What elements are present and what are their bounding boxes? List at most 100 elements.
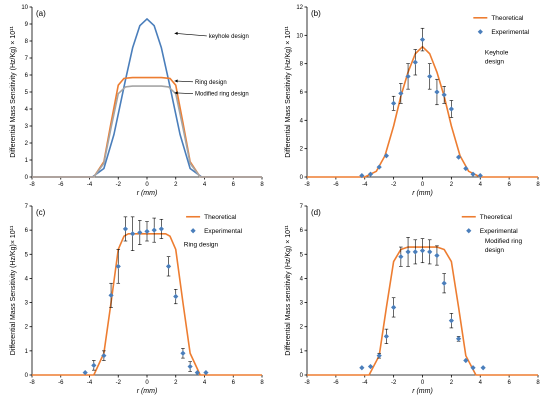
data-point — [130, 231, 136, 237]
y-tick-label: 0 — [300, 175, 304, 181]
x-axis-title: r (mm) — [412, 190, 433, 197]
x-tick-label: 4 — [479, 380, 483, 386]
x-tick-label: -2 — [116, 380, 122, 386]
data-point — [173, 293, 179, 300]
data-point — [448, 106, 454, 112]
data-point — [137, 229, 143, 236]
data-point — [383, 153, 390, 159]
y-tick-label: 2 — [25, 325, 29, 331]
chart-panel-3: -8 -6 -4 -2 0 2 4 6 8 0 1 2 3 4 5 6 7 r (mm) Differential … — [10, 204, 264, 395]
data-point — [441, 280, 447, 286]
data-point — [434, 89, 440, 95]
x-tick-label: 0 — [145, 182, 149, 188]
data-point — [165, 263, 172, 269]
legend-marker-swatch — [466, 228, 472, 234]
data-point — [398, 90, 404, 97]
x-tick-label: 2 — [174, 380, 178, 386]
x-tick-label: 6 — [232, 182, 236, 188]
legend-label: Theoretical — [204, 214, 237, 221]
series-line-modified-ring-design — [32, 85, 262, 178]
annotation-arrow — [174, 80, 194, 83]
y-tick-label: 2 — [300, 147, 304, 153]
x-tick-label: -4 — [87, 380, 93, 386]
annotation-label: Ring design — [195, 80, 227, 86]
series-line-theoretical — [307, 45, 538, 178]
data-point — [367, 363, 374, 370]
annotation-arrow — [174, 33, 207, 37]
data-point — [367, 171, 374, 177]
y-tick-label: 12 — [296, 5, 303, 11]
x-tick-label: -8 — [304, 182, 310, 188]
chart-panel-1: -8 -6 -4 -2 0 2 4 6 8 0 1 2 3 4 5 6 7 8 9 10 r (mm) Different… — [10, 5, 264, 197]
legend-label: Experimental — [480, 228, 518, 235]
panel-label: (d) — [311, 208, 321, 217]
panel-label: (a) — [36, 9, 46, 18]
design-note: design — [485, 59, 505, 66]
x-tick-label: -2 — [116, 182, 122, 188]
data-point — [427, 249, 433, 255]
y-tick-label: 3 — [300, 301, 304, 307]
y-tick-label: 7 — [25, 56, 29, 62]
data-point — [470, 171, 476, 177]
y-tick-label: 4 — [25, 276, 29, 282]
y-tick-label: 10 — [296, 33, 303, 39]
data-point — [405, 249, 411, 255]
data-point — [419, 36, 426, 43]
y-tick-label: 4 — [300, 276, 304, 282]
data-point — [405, 73, 411, 80]
x-tick-label: -4 — [87, 182, 93, 188]
x-tick-label: -6 — [58, 182, 64, 188]
x-axis-title: r (mm) — [412, 388, 433, 395]
y-tick-label: 5 — [300, 252, 304, 258]
data-point — [151, 227, 157, 233]
y-axis-title: Differential Mass Sensitivity (Hz/Kg) × … — [285, 26, 292, 158]
data-point — [383, 333, 390, 339]
x-tick-label: -6 — [333, 182, 339, 188]
data-point — [427, 73, 433, 80]
annotation-arrowhead — [174, 31, 178, 35]
x-tick-label: 0 — [145, 380, 149, 386]
x-tick-label: 4 — [203, 182, 207, 188]
data-point — [441, 92, 447, 98]
annotation-arrowhead — [174, 79, 178, 83]
y-tick-label: 8 — [25, 39, 29, 45]
data-point — [477, 172, 483, 179]
data-point — [412, 249, 418, 255]
x-tick-label: -8 — [29, 380, 35, 386]
x-tick-label: 4 — [203, 380, 207, 386]
x-tick-label: 0 — [421, 380, 425, 386]
x-tick-label: 6 — [507, 380, 511, 386]
y-tick-label: 10 — [21, 5, 28, 11]
data-point — [391, 100, 397, 106]
legend-label: Experimental — [204, 228, 242, 235]
chart-panel-2: -8 -6 -4 -2 0 2 4 6 8 0 2 4 6 8 10 12 r (mm) Differential… — [285, 5, 540, 197]
data-point — [448, 318, 454, 324]
y-tick-label: 3 — [25, 301, 29, 307]
x-tick-label: 8 — [536, 182, 540, 188]
data-point — [470, 365, 476, 371]
data-point — [412, 59, 418, 65]
x-tick-label: -6 — [58, 380, 64, 386]
x-tick-label: -2 — [391, 380, 397, 386]
legend-marker-swatch — [477, 29, 483, 35]
annotation-arrowhead — [174, 91, 178, 95]
annotation-label: keyhole design — [209, 34, 249, 40]
y-tick-label: 8 — [300, 62, 304, 68]
data-point — [108, 292, 114, 298]
data-point — [455, 336, 462, 342]
data-point — [463, 165, 469, 172]
data-point — [194, 369, 200, 376]
y-tick-label: 4 — [25, 107, 29, 113]
design-note: Ring design — [184, 242, 219, 249]
y-axis-title: Differential Mass sensitivity (Hz/Kg) × … — [285, 225, 292, 356]
data-point — [398, 254, 404, 260]
design-note: design — [485, 247, 505, 254]
x-tick-label: 6 — [507, 182, 511, 188]
data-point — [419, 248, 426, 254]
y-tick-label: 3 — [25, 124, 29, 130]
y-tick-label: 1 — [25, 349, 29, 355]
y-tick-label: 6 — [25, 228, 29, 234]
x-tick-label: 2 — [450, 380, 454, 386]
y-tick-label: 2 — [300, 325, 304, 331]
